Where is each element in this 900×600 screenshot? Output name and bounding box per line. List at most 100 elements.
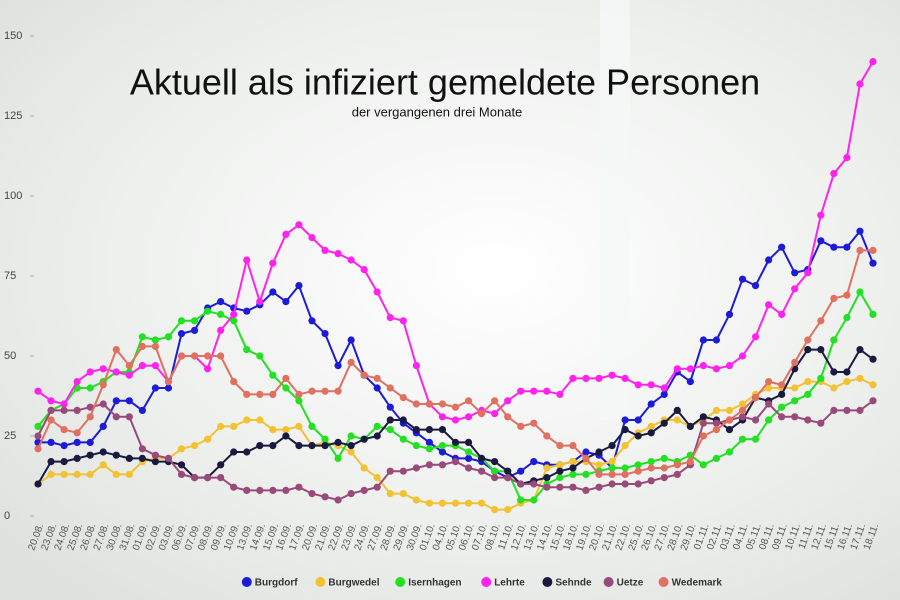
data-point — [243, 256, 251, 264]
data-point — [660, 390, 668, 398]
chart-title: Aktuell als infiziert gemeldete Personen — [130, 62, 760, 103]
data-point — [347, 442, 355, 450]
data-point — [347, 256, 355, 264]
data-point — [451, 416, 460, 424]
data-point — [151, 362, 160, 370]
data-point — [230, 448, 238, 456]
data-point — [791, 384, 799, 392]
data-point — [295, 221, 303, 229]
data-point — [517, 496, 525, 504]
data-point — [425, 438, 434, 446]
data-point — [699, 419, 707, 427]
data-point — [765, 301, 773, 309]
data-point — [647, 477, 655, 485]
data-point — [412, 426, 420, 434]
y-tick-label: 125 — [4, 110, 22, 122]
y-tick-label: 50 — [4, 350, 16, 362]
data-point — [673, 406, 681, 414]
data-point — [177, 461, 186, 469]
data-point — [530, 458, 538, 466]
data-point — [151, 336, 160, 344]
data-point — [438, 499, 447, 507]
data-point — [843, 154, 851, 162]
data-point — [125, 362, 133, 370]
data-point — [647, 429, 655, 437]
data-point — [517, 467, 525, 475]
data-point — [243, 448, 251, 456]
legend-swatch — [315, 577, 326, 587]
data-point — [334, 362, 342, 370]
data-point — [582, 454, 590, 462]
data-point — [295, 397, 303, 405]
data-point — [125, 413, 133, 421]
data-point — [595, 374, 603, 382]
data-point — [634, 416, 642, 424]
data-point — [373, 422, 381, 430]
data-point — [660, 419, 668, 427]
data-point — [321, 435, 329, 443]
legend-label: Uetze — [617, 578, 644, 589]
legend-label: Sehnde — [555, 578, 592, 589]
data-point — [569, 470, 577, 478]
data-point — [360, 486, 368, 494]
data-point — [569, 442, 577, 450]
data-point — [256, 486, 264, 494]
data-point — [373, 384, 381, 392]
data-point — [725, 448, 734, 456]
data-point — [386, 416, 394, 424]
legend-swatch — [603, 577, 614, 587]
data-point — [634, 381, 642, 389]
data-point — [751, 333, 760, 341]
data-point — [491, 397, 499, 405]
data-point — [308, 234, 316, 242]
data-point — [621, 470, 629, 478]
data-point — [686, 458, 694, 466]
data-point — [621, 416, 629, 424]
data-point — [582, 486, 590, 494]
data-point — [73, 470, 81, 478]
data-point — [464, 499, 473, 507]
data-point — [425, 400, 434, 408]
data-point — [634, 480, 642, 488]
data-point — [608, 470, 616, 478]
data-point — [438, 413, 447, 421]
data-point — [282, 298, 290, 306]
data-point — [647, 422, 655, 430]
data-point — [334, 496, 342, 504]
data-point — [608, 371, 616, 379]
data-point — [34, 387, 42, 395]
data-point — [269, 259, 277, 267]
data-point — [399, 435, 407, 443]
data-point — [138, 445, 146, 453]
data-point — [738, 406, 747, 414]
data-point — [360, 464, 368, 472]
data-point — [477, 499, 486, 507]
data-point — [869, 259, 877, 267]
data-point — [373, 288, 381, 296]
data-point — [60, 406, 68, 414]
data-point — [843, 406, 851, 414]
data-point — [256, 352, 264, 360]
data-point — [621, 374, 629, 382]
data-point — [830, 243, 838, 251]
data-point — [386, 384, 394, 392]
data-point — [138, 333, 146, 341]
data-point — [804, 390, 812, 398]
data-point — [217, 422, 225, 430]
data-point — [817, 211, 825, 219]
legend-label: Lehrte — [494, 578, 525, 589]
legend-swatch — [481, 577, 492, 587]
data-point — [464, 454, 473, 462]
data-point — [869, 310, 877, 318]
data-point — [738, 275, 747, 283]
data-point — [86, 438, 94, 446]
data-point — [517, 387, 525, 395]
data-point — [725, 406, 734, 414]
data-point — [99, 381, 107, 389]
data-point — [647, 400, 655, 408]
data-point — [125, 454, 133, 462]
data-point — [347, 432, 355, 440]
data-point — [47, 406, 55, 414]
data-point — [791, 397, 799, 405]
